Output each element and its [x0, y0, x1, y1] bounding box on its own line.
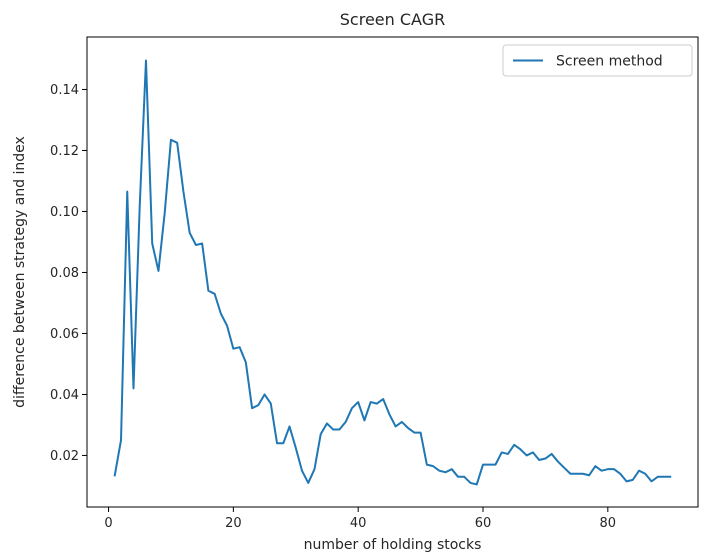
x-tick-label: 80 [600, 516, 617, 531]
y-axis-ticks: 0.02 0.04 0.06 0.08 0.10 0.12 0.14 [50, 83, 87, 464]
x-axis-label: number of holding stocks [304, 537, 482, 553]
series-line-0 [113, 59, 672, 486]
legend: Screen method [502, 44, 693, 77]
legend-label: Screen method [556, 54, 663, 70]
legend-box [502, 44, 693, 77]
y-tick-label: 0.06 [50, 327, 79, 342]
y-tick-label: 0.02 [50, 449, 79, 464]
y-tick-label: 0.12 [50, 144, 79, 159]
x-tick-label: 60 [475, 516, 492, 531]
y-tick-label: 0.14 [50, 83, 79, 98]
x-axis-ticks: 0 20 40 60 80 [104, 507, 616, 531]
y-tick-label: 0.04 [50, 388, 79, 403]
x-tick-label: 0 [104, 516, 112, 531]
y-tick-label: 0.08 [50, 266, 79, 281]
y-tick-label: 0.10 [50, 205, 79, 220]
x-tick-label: 40 [350, 516, 367, 531]
x-tick-label: 20 [225, 516, 242, 531]
chart-title: Screen CAGR [340, 10, 445, 29]
y-axis-label: difference between strategy and index [12, 136, 28, 408]
